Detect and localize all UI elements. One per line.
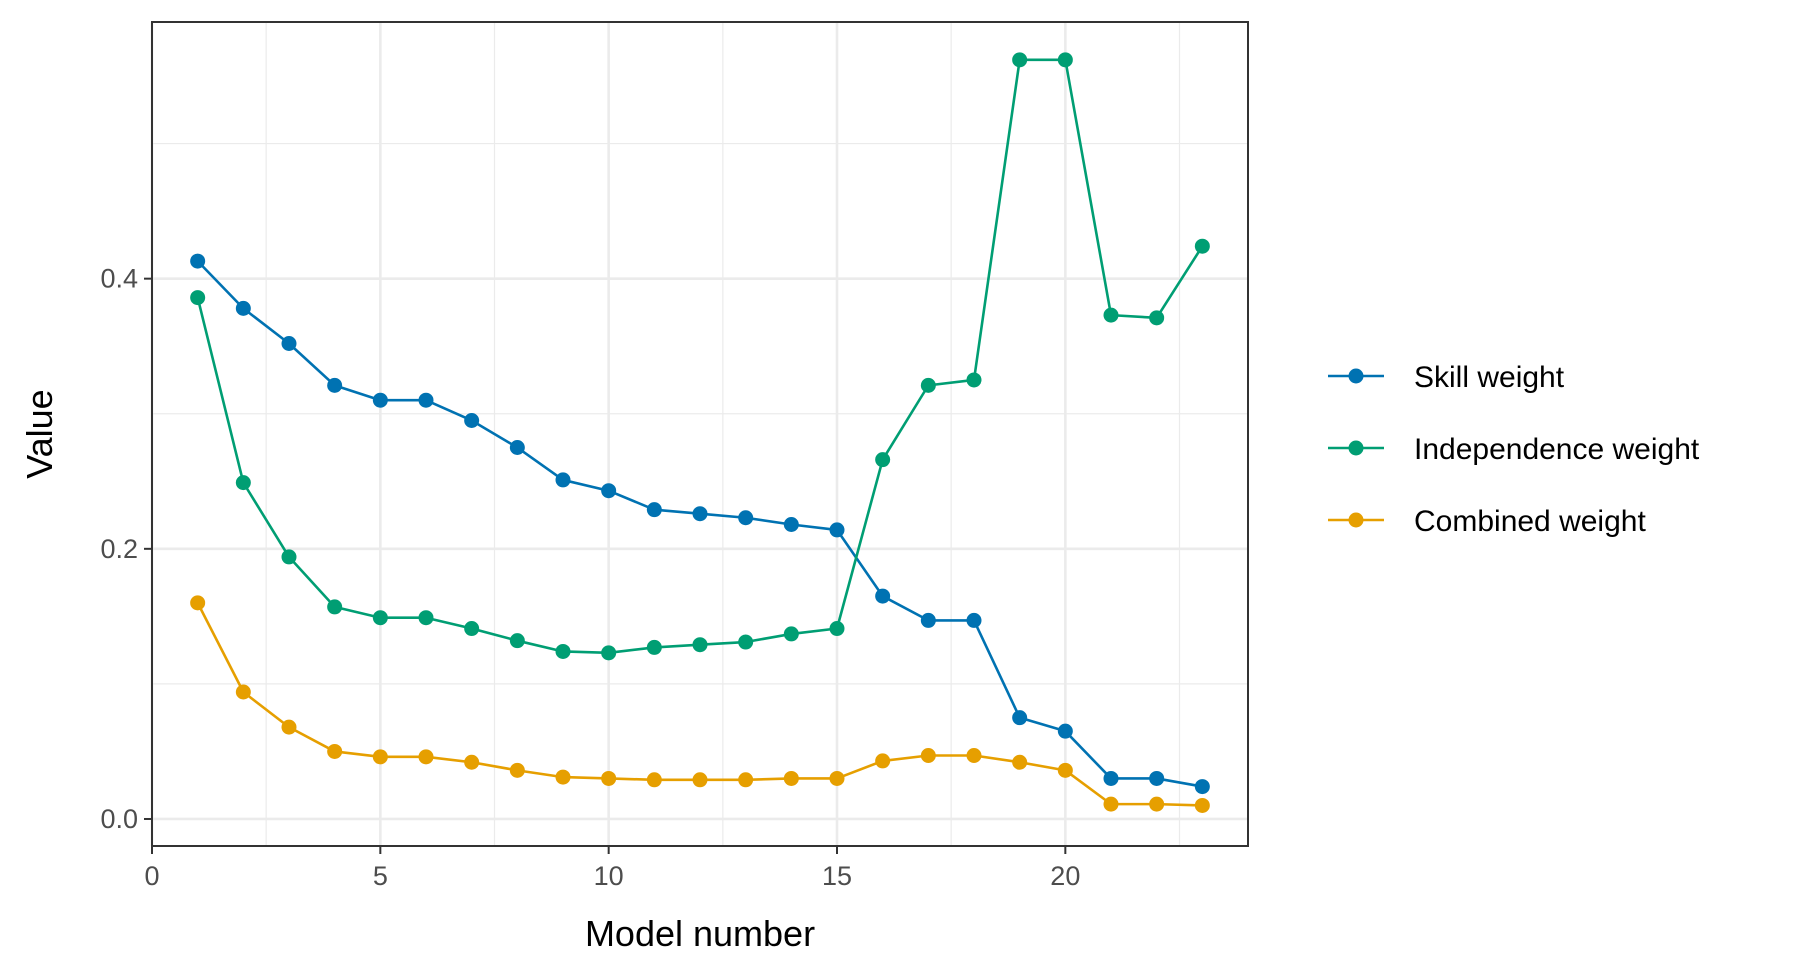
data-point [327, 743, 343, 759]
data-point [601, 483, 617, 499]
data-point [281, 719, 297, 735]
data-point [920, 377, 936, 393]
series-skill-weight [190, 253, 1210, 795]
x-tick-label: 5 [373, 861, 388, 891]
data-point [418, 749, 434, 765]
series-independence-weight [190, 52, 1210, 661]
y-axis-title: Value [19, 389, 60, 478]
axes: 0 5 10 15 20 0.0 0.2 0.4 [100, 264, 1080, 891]
data-point [783, 770, 799, 786]
data-point [1103, 307, 1119, 323]
data-point [1057, 52, 1073, 68]
data-point [418, 610, 434, 626]
data-point [1194, 797, 1210, 813]
data-point [327, 377, 343, 393]
data-point [327, 599, 343, 615]
data-point [829, 522, 845, 538]
data-point [464, 621, 480, 637]
data-point [1057, 723, 1073, 739]
data-point [235, 300, 251, 316]
data-point [1149, 796, 1165, 812]
y-tick-label: 0.2 [100, 534, 138, 564]
data-point [966, 747, 982, 763]
data-point [190, 290, 206, 306]
data-point [1149, 770, 1165, 786]
data-point [1057, 762, 1073, 778]
legend-label: Skill weight [1414, 361, 1565, 394]
data-point [509, 762, 525, 778]
data-point [1194, 779, 1210, 795]
data-point [281, 549, 297, 565]
legend-label: Independence weight [1414, 433, 1700, 466]
data-point [1012, 52, 1028, 68]
data-point [555, 769, 571, 785]
data-point [372, 610, 388, 626]
data-point [646, 639, 662, 655]
legend-key-marker [1348, 368, 1364, 384]
data-point [829, 770, 845, 786]
data-point [875, 588, 891, 604]
legend-label: Combined weight [1414, 505, 1646, 538]
data-point [235, 475, 251, 491]
data-point [920, 612, 936, 628]
data-point [509, 440, 525, 456]
legend-item: Skill weight [1328, 361, 1565, 394]
data-point [1012, 754, 1028, 770]
data-point [692, 637, 708, 653]
panel-border [151, 21, 1249, 847]
data-point [509, 633, 525, 649]
data-point [966, 612, 982, 628]
data-point [1012, 710, 1028, 726]
series-layer [190, 52, 1210, 813]
data-point [1103, 770, 1119, 786]
data-point [372, 749, 388, 765]
data-point [920, 747, 936, 763]
data-point [235, 684, 251, 700]
data-point [464, 412, 480, 428]
legend-key-marker [1348, 512, 1364, 528]
data-point [418, 392, 434, 408]
data-point [738, 772, 754, 788]
data-point [783, 517, 799, 533]
data-point [555, 472, 571, 488]
data-point [692, 772, 708, 788]
series-combined-weight [190, 595, 1210, 813]
data-point [692, 506, 708, 522]
y-tick-label: 0.4 [100, 264, 138, 294]
data-point [601, 770, 617, 786]
legend-key-marker [1348, 440, 1364, 456]
x-tick-label: 0 [144, 861, 159, 891]
data-point [555, 643, 571, 659]
data-point [372, 392, 388, 408]
data-point [875, 452, 891, 468]
x-axis-title: Model number [585, 913, 815, 954]
data-point [875, 753, 891, 769]
data-point [738, 634, 754, 650]
data-point [190, 253, 206, 269]
x-tick-label: 10 [594, 861, 624, 891]
data-point [464, 754, 480, 770]
data-point [966, 372, 982, 388]
data-point [646, 772, 662, 788]
data-point [1194, 238, 1210, 254]
data-point [601, 645, 617, 661]
legend-item: Combined weight [1328, 505, 1646, 538]
data-point [1149, 310, 1165, 326]
data-point [281, 335, 297, 351]
legend-item: Independence weight [1328, 433, 1700, 466]
data-point [190, 595, 206, 611]
x-tick-label: 20 [1050, 861, 1080, 891]
grid [150, 22, 1248, 846]
data-point [829, 621, 845, 637]
y-tick-label: 0.0 [100, 804, 138, 834]
x-tick-label: 15 [822, 861, 852, 891]
data-point [738, 510, 754, 526]
legend: Skill weight Independence weight Combined … [1328, 361, 1700, 538]
data-point [1103, 796, 1119, 812]
data-point [646, 502, 662, 518]
data-point [783, 626, 799, 642]
